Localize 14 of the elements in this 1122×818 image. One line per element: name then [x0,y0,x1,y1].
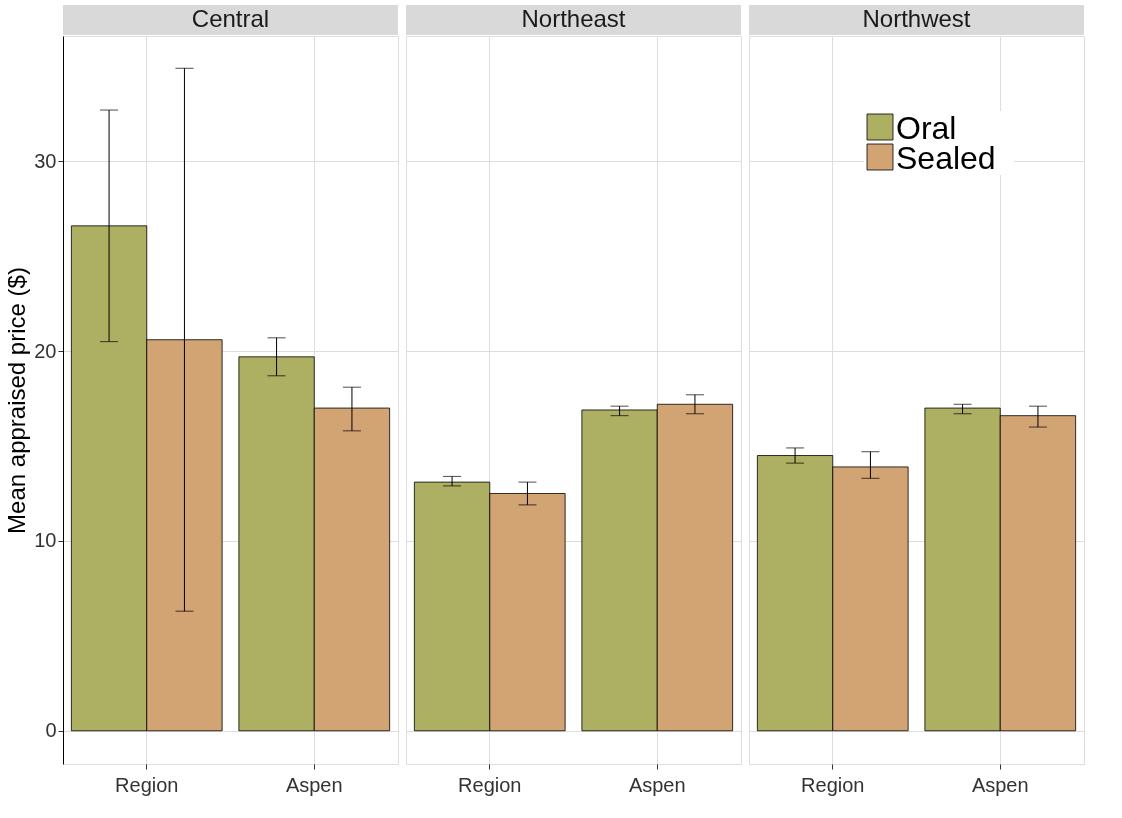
chart-title: Northeast [521,5,626,32]
y-axis-title: Mean appraised price ($) [3,267,31,534]
chart-title: Central [191,5,270,32]
y-tick-label: 20 [34,339,57,362]
y-tick-label: 30 [34,149,57,172]
x-tick-label: Aspen [971,773,1029,796]
x-tick-label: Region [115,773,179,796]
x-tick-label: Region [801,773,865,796]
x-tick-label: Aspen [285,773,343,796]
x-tick-label: Region [458,773,522,796]
chart-title: Northwest [862,5,971,32]
x-tick-label: Aspen [628,773,686,796]
y-tick-label: 10 [34,529,57,552]
y-tick-label: 0 [45,719,57,742]
